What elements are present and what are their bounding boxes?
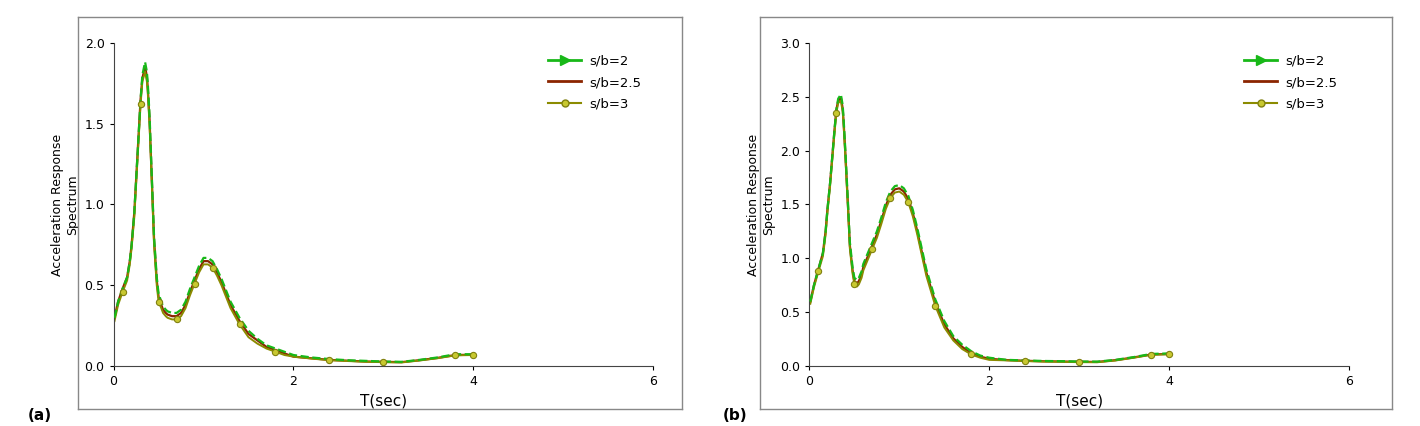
X-axis label: T(sec): T(sec) bbox=[1055, 394, 1103, 409]
Y-axis label: Acceleration Response
Spectrum: Acceleration Response Spectrum bbox=[747, 133, 775, 276]
Legend: s/b=2, s/b=2.5, s/b=3: s/b=2, s/b=2.5, s/b=3 bbox=[1238, 49, 1342, 116]
X-axis label: T(sec): T(sec) bbox=[359, 394, 408, 409]
Text: (a): (a) bbox=[27, 409, 51, 423]
Text: (b): (b) bbox=[723, 409, 748, 423]
Y-axis label: Acceleration Response
Spectrum: Acceleration Response Spectrum bbox=[51, 133, 80, 276]
Legend: s/b=2, s/b=2.5, s/b=3: s/b=2, s/b=2.5, s/b=3 bbox=[542, 49, 646, 116]
